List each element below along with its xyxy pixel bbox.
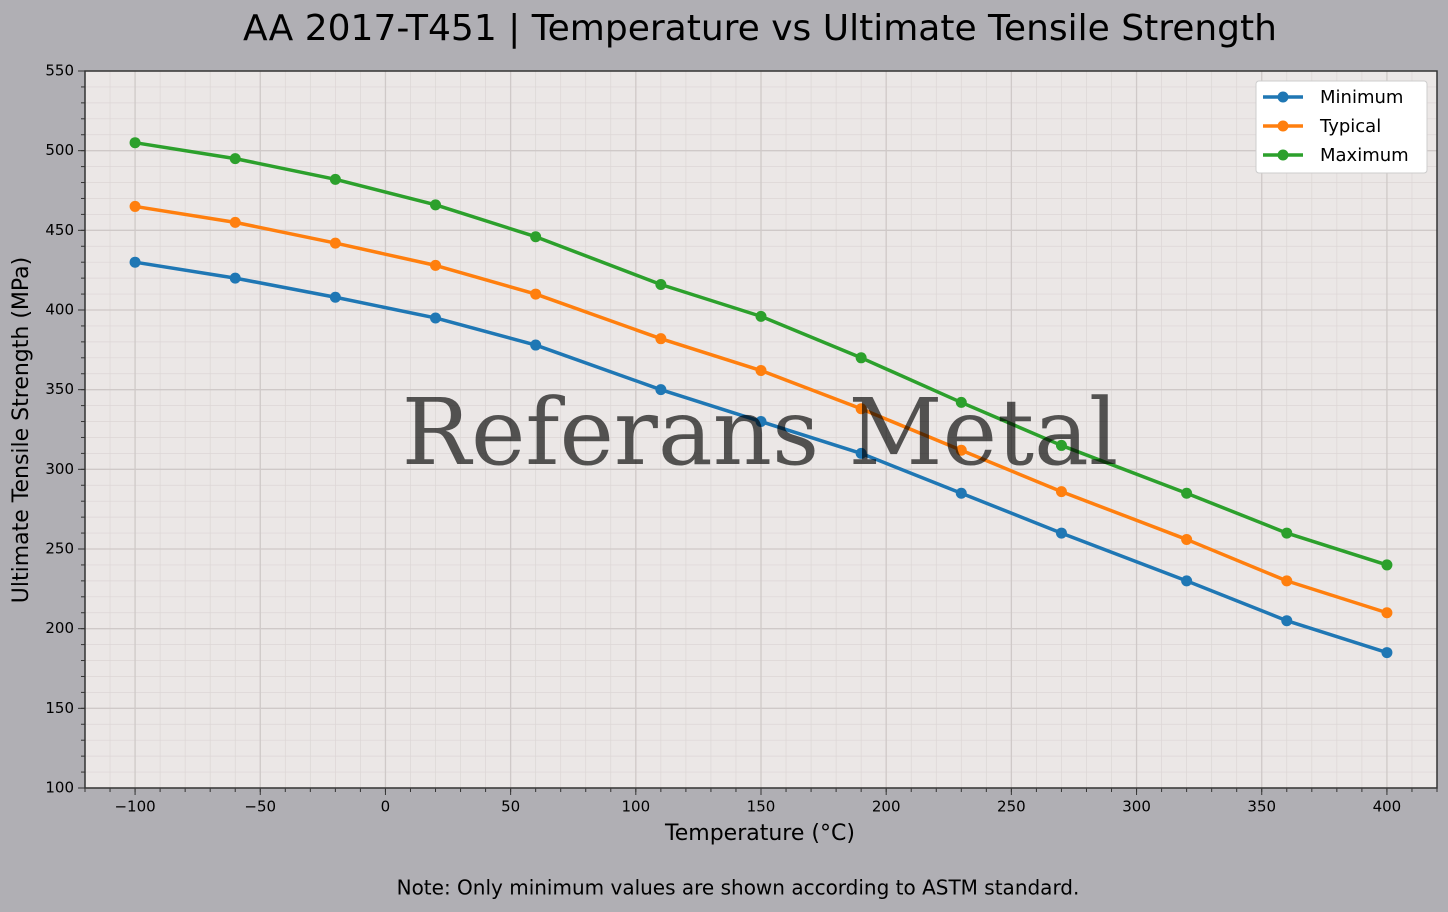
x-tick-label: 200 bbox=[872, 798, 901, 816]
marker bbox=[129, 200, 141, 212]
x-tick-label: 400 bbox=[1373, 798, 1402, 816]
watermark: Referans Metal bbox=[402, 379, 1119, 486]
x-tick-label: 250 bbox=[997, 798, 1026, 816]
legend-label: Typical bbox=[1319, 116, 1381, 137]
marker bbox=[1381, 607, 1393, 619]
marker bbox=[430, 259, 442, 271]
legend-marker bbox=[1277, 91, 1289, 103]
y-axis-label: Ultimate Tensile Strength (MPa) bbox=[9, 257, 34, 603]
x-tick-label: 0 bbox=[381, 798, 391, 816]
marker bbox=[1055, 486, 1067, 498]
marker bbox=[329, 237, 341, 249]
marker bbox=[755, 310, 767, 322]
x-tick-label: 100 bbox=[621, 798, 650, 816]
marker bbox=[1281, 527, 1293, 539]
marker bbox=[1055, 439, 1067, 451]
y-tick-label: 450 bbox=[45, 221, 74, 239]
legend-box bbox=[1255, 80, 1428, 174]
marker bbox=[955, 396, 967, 408]
marker bbox=[1181, 487, 1193, 499]
y-tick-label: 100 bbox=[45, 779, 74, 797]
marker bbox=[129, 256, 141, 268]
legend-marker bbox=[1277, 149, 1289, 161]
marker bbox=[855, 352, 867, 364]
note: Note: Only minimum values are shown acco… bbox=[397, 876, 1080, 900]
y-tick-label: 350 bbox=[45, 380, 74, 398]
y-tick-label: 400 bbox=[45, 301, 74, 319]
y-tick-label: 500 bbox=[45, 141, 74, 159]
marker bbox=[430, 199, 442, 211]
marker bbox=[1181, 533, 1193, 545]
marker bbox=[329, 173, 341, 185]
marker bbox=[855, 403, 867, 415]
marker bbox=[1181, 575, 1193, 587]
x-tick-label: 150 bbox=[747, 798, 776, 816]
x-axis-label: Temperature (°C) bbox=[664, 821, 855, 846]
marker bbox=[655, 333, 667, 345]
y-tick-label: 300 bbox=[45, 460, 74, 478]
marker bbox=[129, 137, 141, 149]
y-tick-label: 200 bbox=[45, 619, 74, 637]
marker bbox=[430, 312, 442, 324]
marker bbox=[855, 447, 867, 459]
marker bbox=[530, 288, 542, 300]
marker bbox=[530, 339, 542, 351]
chart-title: AA 2017-T451 | Temperature vs Ultimate T… bbox=[243, 8, 1277, 49]
y-tick-label: 250 bbox=[45, 540, 74, 558]
plot-frame bbox=[84, 70, 1438, 789]
marker bbox=[655, 279, 667, 291]
marker bbox=[1381, 647, 1393, 659]
marker bbox=[229, 216, 241, 228]
legend-label: Minimum bbox=[1320, 87, 1403, 108]
marker bbox=[955, 487, 967, 499]
y-tick-label: 150 bbox=[45, 699, 74, 717]
x-tick-label: −100 bbox=[114, 798, 155, 816]
x-tick-label: 50 bbox=[501, 798, 520, 816]
legend-label: Maximum bbox=[1320, 145, 1409, 166]
x-tick-label: 350 bbox=[1247, 798, 1276, 816]
legend-marker bbox=[1277, 120, 1289, 132]
x-tick-label: −50 bbox=[244, 798, 276, 816]
y-tick-label: 550 bbox=[45, 62, 74, 80]
marker bbox=[755, 365, 767, 377]
marker bbox=[955, 444, 967, 456]
marker bbox=[530, 231, 542, 243]
marker bbox=[1055, 527, 1067, 539]
marker bbox=[655, 384, 667, 396]
marker bbox=[1381, 559, 1393, 571]
marker bbox=[1281, 575, 1293, 587]
marker bbox=[755, 416, 767, 428]
marker bbox=[1281, 615, 1293, 627]
marker bbox=[329, 291, 341, 303]
marker bbox=[229, 272, 241, 284]
x-tick-label: 300 bbox=[1122, 798, 1151, 816]
marker bbox=[229, 153, 241, 165]
